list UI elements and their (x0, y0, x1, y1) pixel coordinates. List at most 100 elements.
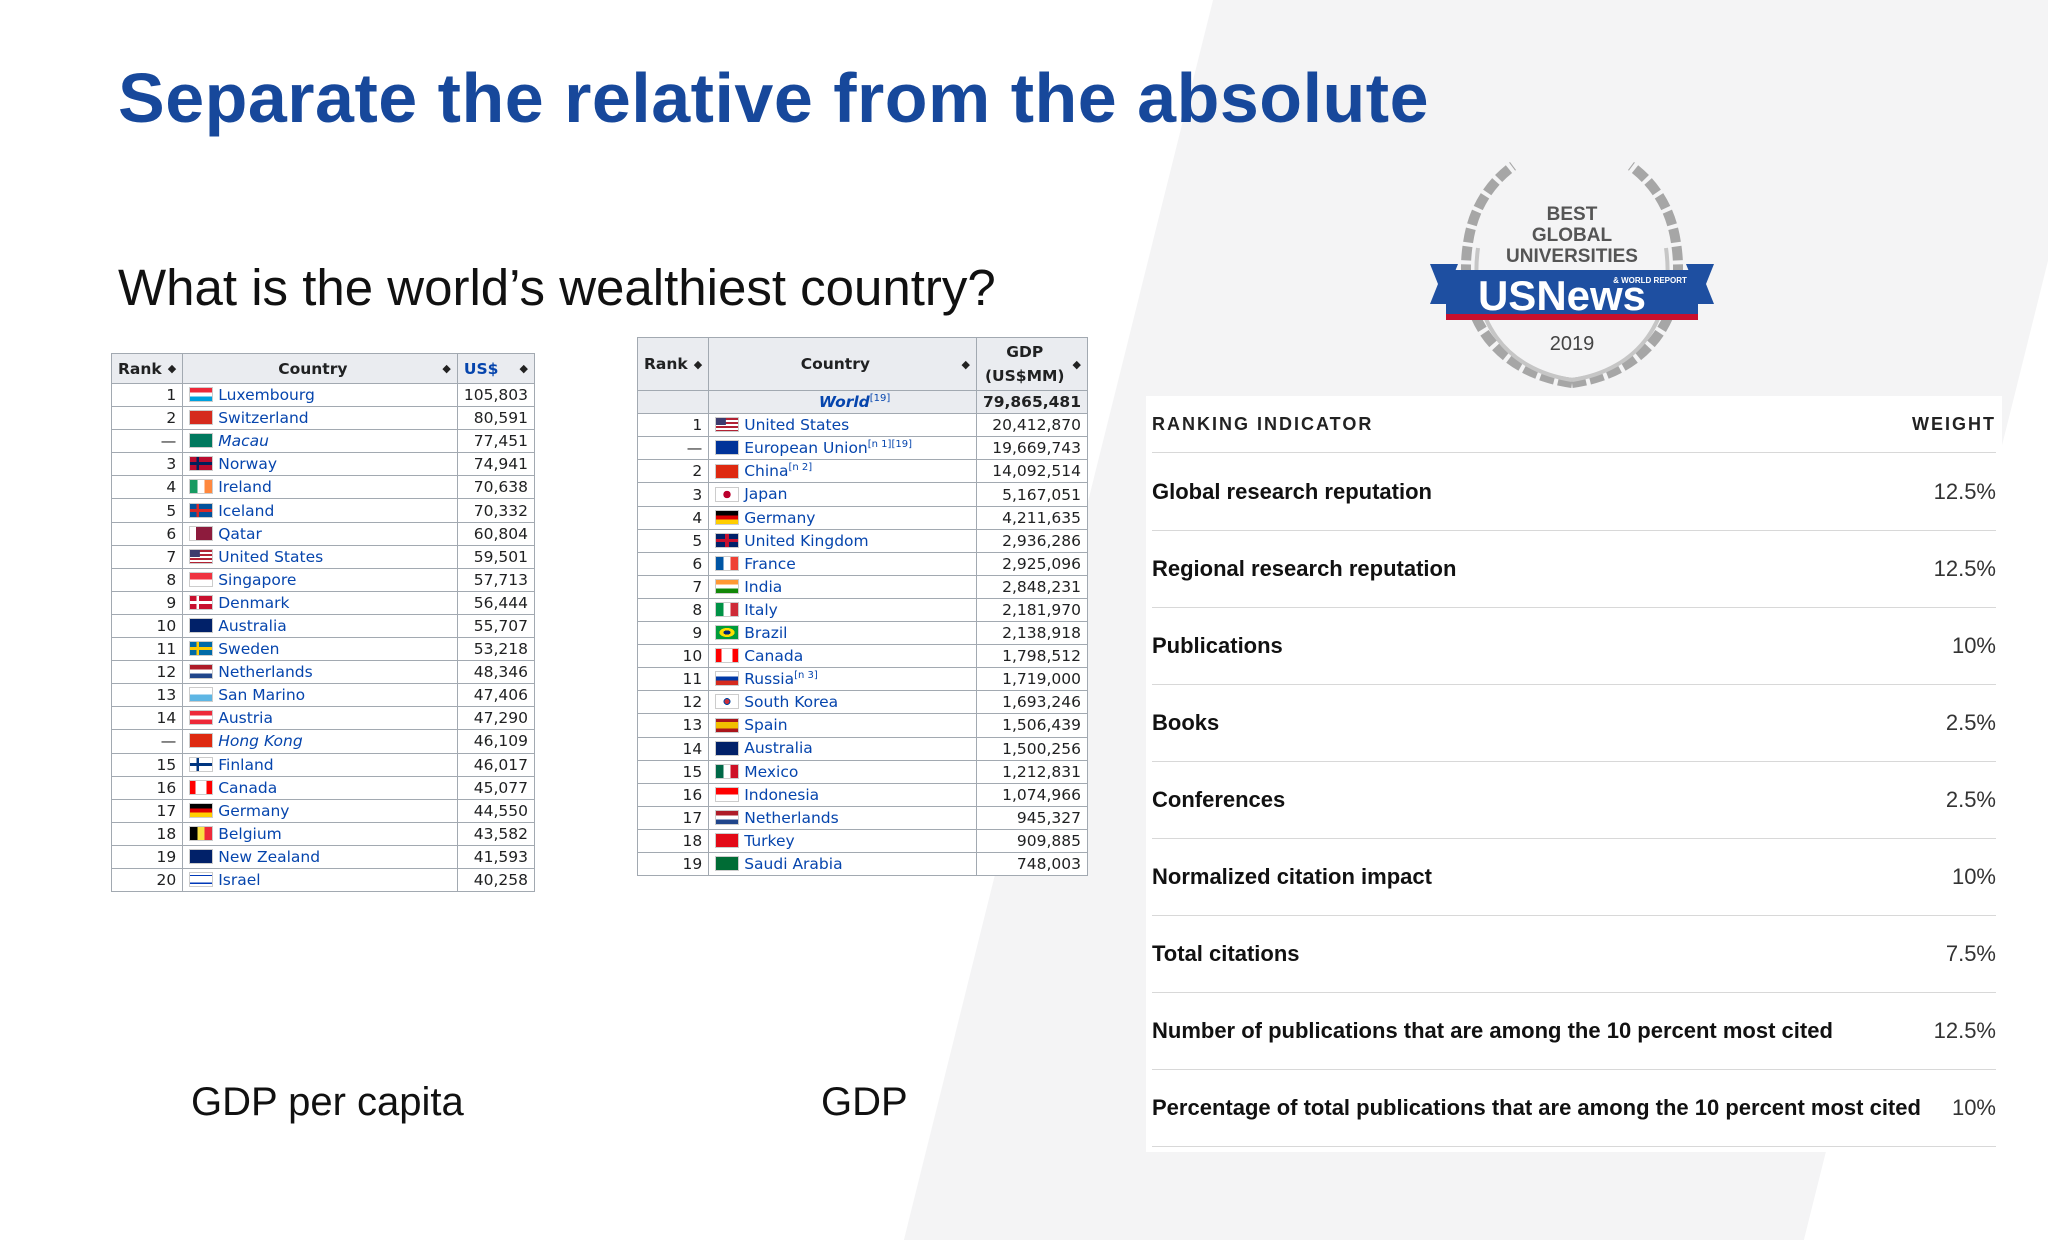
country-link[interactable]: San Marino (218, 686, 306, 705)
sort-icon[interactable]: ◆ (693, 357, 703, 371)
table-row: 12 Netherlands 48,346 (110, 660, 536, 685)
ranking-row: Books 2.5% (1152, 685, 1996, 762)
country-cell: Hong Kong (182, 729, 458, 754)
country-link[interactable]: Brazil (744, 624, 788, 643)
rank-cell: 12 (636, 690, 710, 715)
footnote-ref[interactable]: [n 3] (794, 670, 818, 682)
rank-cell: 16 (636, 782, 710, 807)
country-link[interactable]: Japan (744, 485, 788, 504)
value-cell: 48,346 (456, 660, 536, 685)
country-link[interactable]: Belgium (218, 824, 282, 843)
country-link[interactable]: Saudi Arabia (744, 855, 843, 874)
table-row: 15 Mexico 1,212,831 (636, 759, 1089, 784)
country-link[interactable]: Spain (744, 716, 788, 735)
germany-flag-icon (715, 509, 740, 525)
country-link[interactable]: Norway (218, 455, 278, 474)
country-link[interactable]: South Korea (744, 693, 839, 712)
country-column-header[interactable]: Country ◆ (182, 353, 458, 384)
country-link[interactable]: Canada (744, 647, 804, 666)
country-link[interactable]: European Union (744, 439, 868, 458)
country-link[interactable]: Hong Kong (218, 732, 303, 751)
sort-icon[interactable]: ◆ (961, 357, 970, 371)
country-link[interactable]: Australia (744, 739, 813, 758)
table-row: 16 Indonesia 1,074,966 (636, 782, 1089, 807)
rank-cell: 9 (110, 590, 184, 615)
qatar-flag-icon (189, 525, 214, 541)
country-link[interactable]: Italy (744, 601, 778, 620)
country-link[interactable]: Iceland (218, 501, 275, 520)
indicator-name: Books (1152, 710, 1220, 735)
sort-icon[interactable]: ◆ (167, 362, 177, 375)
rank-column-header[interactable]: Rank ◆ (110, 353, 184, 384)
footnote-ref[interactable]: [19] (869, 393, 891, 405)
country-cell: Spain (708, 713, 977, 738)
country-link[interactable]: Finland (218, 755, 274, 774)
rank-column-header[interactable]: Rank ◆ (636, 337, 710, 391)
country-link[interactable]: Germany (218, 801, 290, 820)
country-link[interactable]: Ireland (218, 478, 272, 497)
country-link[interactable]: Germany (744, 508, 816, 527)
ranking-row: Total citations 7.5% (1152, 916, 1996, 993)
gdp-column-header[interactable]: GDP (US$MM) ◆ (975, 337, 1089, 391)
country-link[interactable]: United Kingdom (744, 531, 869, 550)
country-cell: Macau (182, 429, 458, 454)
country-cell: Ireland (182, 475, 458, 500)
country-link[interactable]: France (744, 554, 796, 573)
country-link[interactable]: Qatar (218, 524, 262, 543)
country-link[interactable]: Turkey (744, 832, 795, 850)
country-link[interactable]: Canada (218, 778, 278, 797)
country-cell: Iceland (182, 498, 458, 523)
value-cell: 1,693,246 (975, 690, 1089, 715)
country-link[interactable]: Sweden (218, 640, 280, 659)
country-link[interactable]: United States (218, 547, 324, 566)
country-link[interactable]: Luxembourg (218, 386, 315, 405)
country-link[interactable]: Denmark (218, 593, 290, 612)
value-cell: 105,803 (456, 382, 536, 408)
footnote-ref[interactable]: [n 1][19] (867, 439, 912, 451)
usd-column-header[interactable]: US$ ◆ (456, 353, 536, 384)
value-cell: 56,444 (456, 590, 536, 615)
rank-cell: — (110, 429, 184, 454)
country-link[interactable]: Switzerland (218, 409, 309, 428)
world-row: World[19] 79,865,481 (636, 389, 1089, 415)
country-link[interactable]: India (744, 577, 783, 596)
table-row: 7 United States 59,501 (110, 544, 536, 569)
country-link[interactable]: Singapore (218, 570, 297, 589)
rank-cell: 3 (110, 452, 184, 477)
value-cell: 5,167,051 (975, 482, 1089, 507)
value-cell: 909,885 (975, 828, 1089, 853)
country-link[interactable]: Austria (218, 709, 273, 728)
value-cell: 945,327 (975, 805, 1089, 830)
country-link[interactable]: Macau (218, 432, 269, 451)
country-link[interactable]: China (744, 462, 789, 481)
country-link[interactable]: Mexico (744, 762, 799, 781)
us-news-badge: BEST GLOBAL UNIVERSITIES USNews & WORLD … (1430, 161, 1714, 388)
country-link[interactable]: Israel (218, 871, 261, 890)
table-row: 19 Saudi Arabia 748,003 (636, 851, 1089, 877)
india-flag-icon (715, 578, 740, 594)
world-link[interactable]: World (818, 393, 870, 412)
country-cell: Israel (182, 867, 458, 893)
rank-cell: 6 (110, 521, 184, 546)
country-cell: Mexico (708, 759, 977, 784)
indicator-weight: 2.5% (1945, 710, 1996, 735)
country-link[interactable]: Russia (744, 670, 795, 689)
sort-icon[interactable]: ◆ (519, 362, 528, 375)
sort-icon[interactable]: ◆ (442, 362, 451, 375)
turkey-flag-icon (715, 833, 740, 848)
country-column-header[interactable]: Country ◆ (708, 337, 977, 391)
country-cell: South Korea (708, 690, 977, 715)
footnote-ref[interactable]: [n 2] (788, 462, 813, 474)
country-link[interactable]: Netherlands (744, 808, 839, 827)
country-link[interactable]: New Zealand (218, 847, 321, 866)
country-link[interactable]: Indonesia (744, 785, 820, 804)
sort-icon[interactable]: ◆ (1072, 357, 1081, 371)
country-link[interactable]: Netherlands (218, 663, 313, 682)
rank-cell: 2 (110, 406, 184, 431)
ranking-header: RANKING INDICATOR WEIGHT (1152, 396, 1996, 453)
uk-flag-icon (715, 532, 740, 548)
indicator-weight: 10% (1951, 633, 1996, 658)
country-link[interactable]: United States (744, 416, 850, 435)
country-link[interactable]: Australia (218, 616, 287, 635)
rank-cell: 7 (110, 544, 184, 569)
